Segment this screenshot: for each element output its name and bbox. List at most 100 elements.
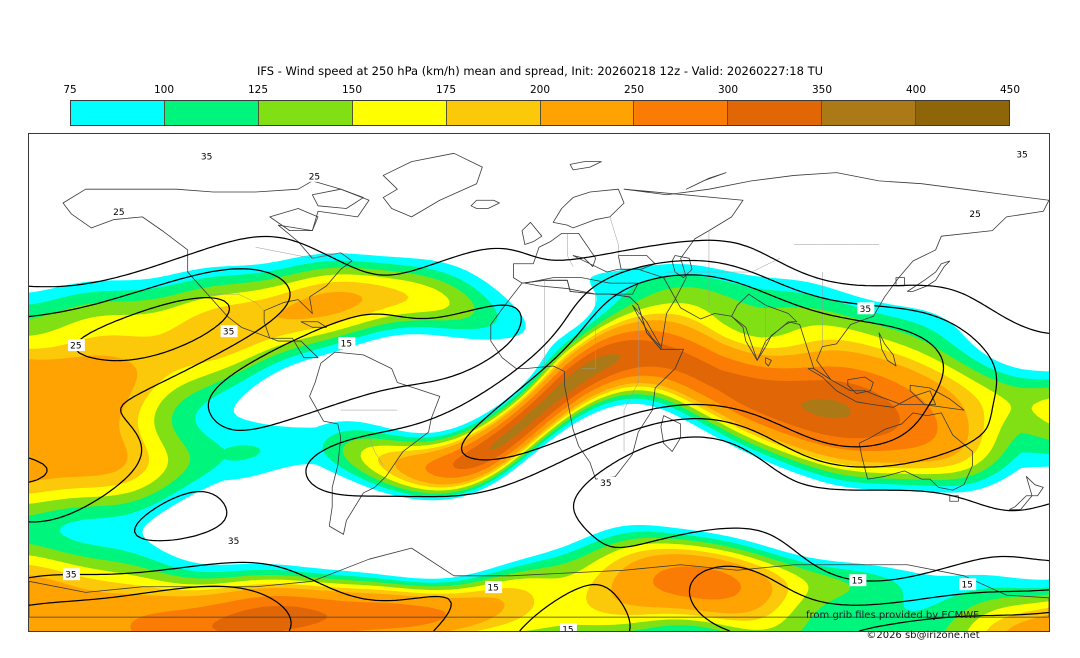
colorbar-tick-125: 125 — [247, 84, 269, 96]
colorbar-tick-200: 200 — [529, 84, 551, 96]
colorbar-tick-400: 400 — [905, 84, 927, 96]
contour-label-layer: 35 35 25 25 25 25 15 35 35 35 35 35 15 15 15 15 — [62, 147, 1032, 631]
colorbar-band-150-175 — [352, 101, 447, 125]
country-border-11 — [567, 233, 574, 267]
contour-label-35: 35 — [62, 568, 80, 581]
country-border-1 — [340, 437, 384, 466]
contour-label-25: 25 — [67, 339, 85, 352]
colorbar: 75 100 125 150 175 200 250 300 350 400 450 — [63, 84, 1020, 128]
contour-label-box — [597, 476, 615, 489]
coastline-australia — [858, 412, 973, 491]
contour-label-box — [338, 337, 356, 350]
coastline-europe-scandinavia — [552, 188, 625, 229]
colorbar-tick-250: 250 — [623, 84, 645, 96]
colorbar-tick-labels: 75 100 125 150 175 200 250 300 350 400 450 — [63, 84, 1020, 100]
chart-title: IFS - Wind speed at 250 hPa (km/h) mean … — [256, 64, 824, 78]
contour-label-box — [62, 568, 80, 581]
contour-label-35: 35 — [225, 534, 243, 547]
contour-label-text: 35 — [228, 537, 239, 547]
copyright-text: ©2026 sb@irizone.net — [866, 630, 980, 641]
coastline-novaya-zemlya — [685, 172, 727, 190]
coastline-british-isles — [521, 221, 543, 245]
copyright-credit: ©2026 sb@irizone.net — [0, 630, 1080, 641]
contour-label-15: 15 — [485, 581, 503, 594]
country-border-3 — [581, 294, 596, 369]
colorbar-band-350-400 — [822, 101, 917, 125]
colorbar-tick-450: 450 — [999, 84, 1021, 96]
coastline-baffin — [311, 188, 364, 209]
contour-label-box — [220, 325, 238, 338]
colorbar-tick-300: 300 — [717, 84, 739, 96]
country-border-12 — [609, 216, 619, 259]
contour-label-box — [959, 578, 977, 591]
spread-contour-15 — [29, 235, 1049, 631]
map-svg: 35 35 25 25 25 25 15 35 35 35 35 35 15 15 15 15 — [29, 134, 1049, 631]
contour-label-35: 35 — [198, 149, 216, 162]
coastline-eurasia — [513, 172, 1049, 381]
contour-label-text: 35 — [223, 328, 234, 338]
contour-label-25: 25 — [306, 169, 324, 182]
coastline-cuba — [300, 321, 327, 328]
contour-label-text: 15 — [487, 584, 498, 594]
colorbar-band-400-450 — [916, 101, 1010, 125]
coastline-svalbard — [569, 161, 602, 171]
country-border-10 — [255, 246, 341, 259]
spread-contour-25 — [29, 259, 1049, 631]
colorbar-tick-75: 75 — [63, 84, 77, 96]
coastline-sri-lanka — [765, 357, 772, 367]
spread-contour-layer — [29, 235, 1049, 631]
contour-label-box — [559, 623, 577, 631]
contour-label-box — [306, 169, 324, 182]
contour-label-text: 15 — [341, 340, 352, 350]
contour-label-text: 35 — [1016, 150, 1027, 160]
contour-label-box — [849, 574, 867, 587]
country-border-0 — [207, 293, 265, 311]
country-border-13 — [666, 258, 780, 273]
contour-label-box — [857, 302, 875, 315]
colorbar-bands — [70, 100, 1010, 126]
coastline-madagascar — [660, 415, 682, 452]
contour-label-box — [198, 149, 216, 162]
coastline-layer — [29, 152, 1049, 618]
contour-label-box — [225, 534, 243, 547]
contour-label-box — [967, 207, 985, 220]
coastline-tasmania — [949, 495, 959, 502]
coastline-iceland — [470, 199, 500, 209]
colorbar-band-175-200 — [446, 101, 541, 125]
contour-label-text: 25 — [969, 210, 980, 220]
colorbar-tick-175: 175 — [435, 84, 457, 96]
contour-label-35: 35 — [857, 302, 875, 315]
map-plot-area: 35 35 25 25 25 25 15 35 35 35 35 35 15 15 15 15 — [28, 133, 1050, 632]
coastline-red-sea — [632, 304, 662, 348]
contour-label-35: 35 — [1014, 147, 1032, 160]
contour-label-15: 15 — [559, 623, 577, 631]
coastline-philippines — [878, 332, 897, 367]
coastline-mediterranean — [524, 277, 639, 295]
coastline-new-guinea — [909, 384, 965, 411]
colorbar-band-125-150 — [258, 101, 353, 125]
contour-label-text: 25 — [309, 172, 320, 182]
contour-label-35: 35 — [220, 325, 238, 338]
coastline-indonesia — [807, 368, 937, 408]
data-source-credit: from grib files provided by ECMWF — [806, 610, 979, 621]
contour-label-25: 25 — [110, 205, 128, 218]
windspeed-band-350-400 — [489, 354, 851, 451]
contour-label-text: 35 — [201, 152, 212, 162]
colorbar-band-75-100 — [71, 101, 165, 125]
contour-label-box — [67, 339, 85, 352]
colorbar-tick-150: 150 — [341, 84, 363, 96]
contour-label-text: 25 — [70, 342, 81, 352]
colorbar-tick-350: 350 — [811, 84, 833, 96]
contour-label-text: 35 — [65, 571, 76, 581]
colorbar-tick-100: 100 — [153, 84, 175, 96]
windspeed-field — [29, 253, 1049, 631]
colorbar-band-200-250 — [540, 101, 635, 125]
contour-label-box — [110, 205, 128, 218]
contour-label-25: 25 — [967, 207, 985, 220]
contour-label-text: 15 — [961, 581, 972, 591]
contour-label-35: 35 — [597, 476, 615, 489]
contour-label-text: 15 — [562, 626, 573, 631]
coastline-india — [731, 293, 798, 361]
coastline-hudson — [269, 208, 319, 232]
